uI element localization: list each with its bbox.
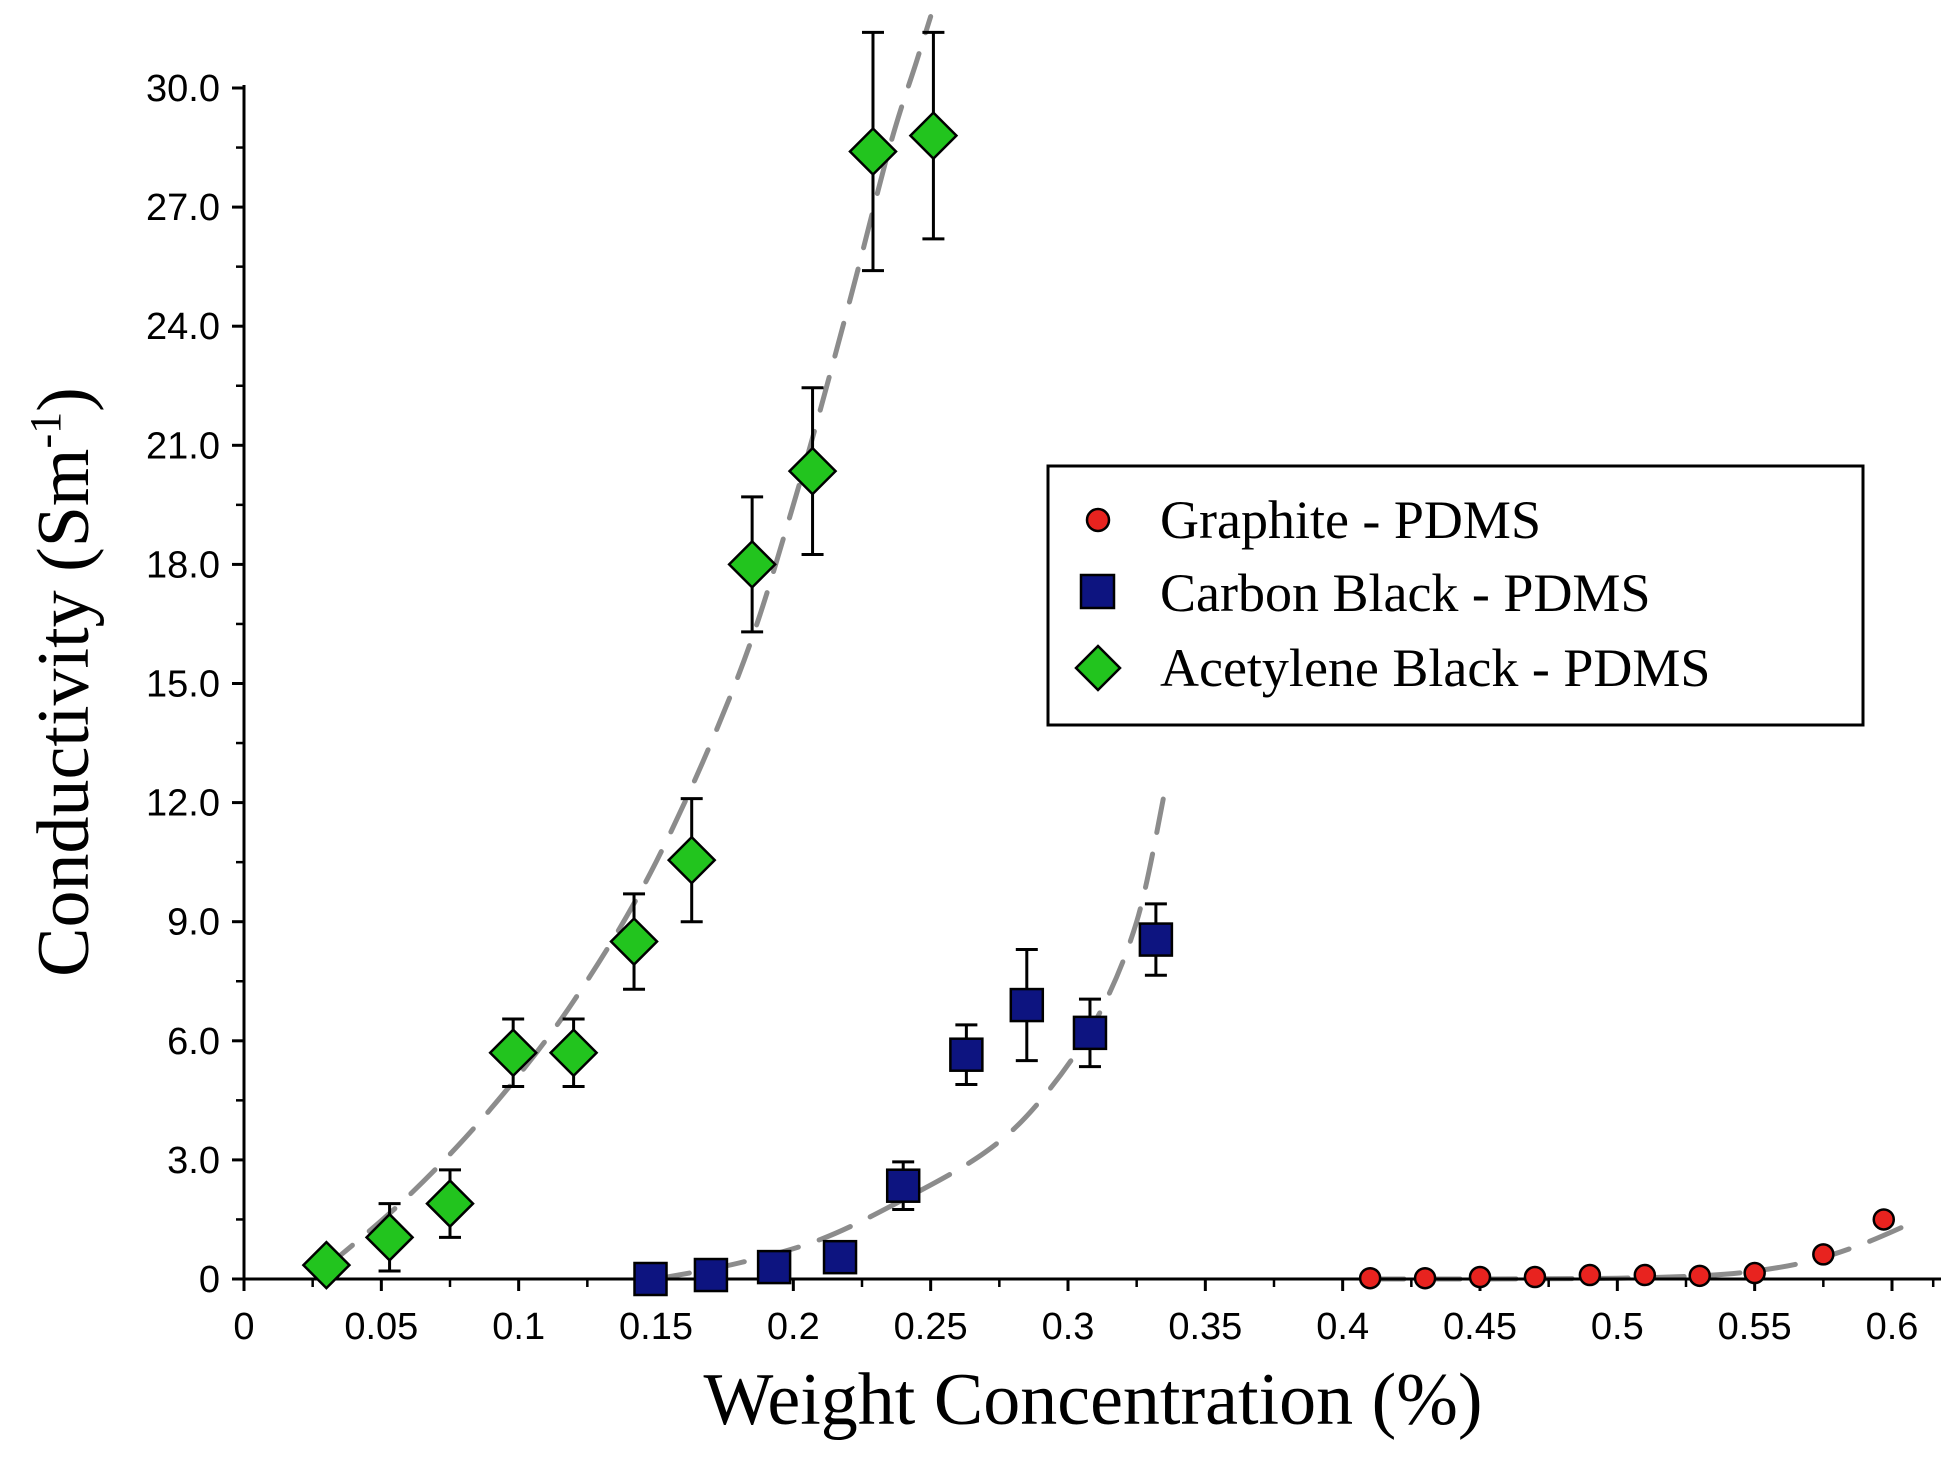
legend-label-graphite: Graphite - PDMS (1160, 490, 1541, 550)
point-graphite (1523, 1265, 1547, 1289)
y-tick-label: 21.0 (146, 425, 220, 467)
point-acetylene-black (908, 110, 959, 161)
x-tick-label: 0.15 (619, 1306, 693, 1348)
x-tick-label: 0.05 (344, 1306, 418, 1348)
y-axis-title: Conductivity (Sm-1) (21, 387, 105, 977)
legend-marker-carbon-black (1079, 573, 1116, 610)
y-tick-label: 9.0 (167, 902, 220, 944)
point-acetylene-black (425, 1178, 475, 1229)
y-tick-label: 12.0 (146, 783, 220, 825)
point-acetylene-black (488, 1027, 538, 1078)
legend: Graphite - PDMS Carbon Black - PDMS Acet… (1046, 464, 1865, 727)
point-graphite (1578, 1263, 1602, 1287)
legend-label-acetylene-black: Acetylene Black - PDMS (1160, 638, 1710, 698)
point-acetylene-black (548, 1027, 599, 1078)
point-acetylene-black (666, 835, 717, 885)
point-graphite (1413, 1266, 1437, 1290)
ticks: 0 0.05 0.1 0.15 0.2 0.25 0.3 0.35 0.4 0.45 0.5 0.55… (146, 68, 1935, 1348)
point-graphite (1358, 1266, 1382, 1290)
point-acetylene-black (848, 126, 898, 177)
point-carbon-black (1009, 987, 1045, 1023)
x-tick-label: 0 (233, 1306, 254, 1348)
y-axis-title-main: Conductivity (Sm (23, 449, 105, 977)
point-carbon-black (693, 1257, 729, 1293)
point-acetylene-black (787, 446, 838, 496)
legend-label-carbon-black: Carbon Black - PDMS (1160, 563, 1650, 623)
point-carbon-black (1072, 1015, 1108, 1051)
point-acetylene-black (364, 1212, 415, 1263)
point-graphite (1633, 1263, 1657, 1287)
y-tick-label: 24.0 (146, 306, 220, 348)
data-markers (301, 110, 1896, 1297)
point-carbon-black (822, 1239, 858, 1275)
y-tick-label: 6.0 (167, 1021, 220, 1063)
point-graphite (1743, 1261, 1766, 1285)
y-tick-label: 27.0 (146, 187, 220, 229)
x-tick-label: 0.25 (894, 1306, 968, 1348)
legend-marker-graphite (1085, 507, 1111, 533)
x-tick-label: 0.45 (1443, 1306, 1517, 1348)
point-graphite (1872, 1208, 1896, 1231)
point-acetylene-black (727, 539, 777, 590)
x-tick-label: 0.1 (492, 1306, 545, 1348)
y-axis-title-end: ) (23, 387, 105, 412)
point-carbon-black (633, 1261, 668, 1297)
point-carbon-black (885, 1168, 921, 1203)
x-tick-label: 0.2 (767, 1306, 820, 1348)
legend-marker-acetylene-black (1074, 644, 1122, 692)
y-tick-label: 30.0 (146, 68, 220, 110)
x-tick-label: 0.5 (1591, 1306, 1644, 1348)
point-graphite (1812, 1243, 1835, 1266)
point-carbon-black (756, 1249, 792, 1285)
y-tick-label: 18.0 (146, 544, 220, 586)
point-graphite (1688, 1264, 1711, 1288)
x-tick-label: 0.6 (1866, 1306, 1919, 1348)
point-carbon-black (1138, 922, 1174, 957)
y-tick-label: 0 (199, 1259, 220, 1301)
point-carbon-black (949, 1037, 984, 1072)
y-tick-label: 15.0 (146, 664, 220, 706)
legend-box (1046, 464, 1865, 727)
x-tick-label: 0.55 (1718, 1306, 1792, 1348)
fit-curve-acetylene-black (323, 14, 934, 1270)
x-axis-title: Weight Concentration (%) (703, 1359, 1482, 1441)
y-tick-label: 3.0 (167, 1140, 220, 1182)
y-axis-title-sup: -1 (21, 412, 70, 449)
point-acetylene-black (609, 916, 659, 967)
x-tick-label: 0.4 (1316, 1306, 1369, 1348)
x-tick-label: 0.35 (1168, 1306, 1242, 1348)
point-acetylene-black (301, 1240, 352, 1290)
x-tick-label: 0.3 (1042, 1306, 1095, 1348)
point-graphite (1468, 1265, 1492, 1289)
